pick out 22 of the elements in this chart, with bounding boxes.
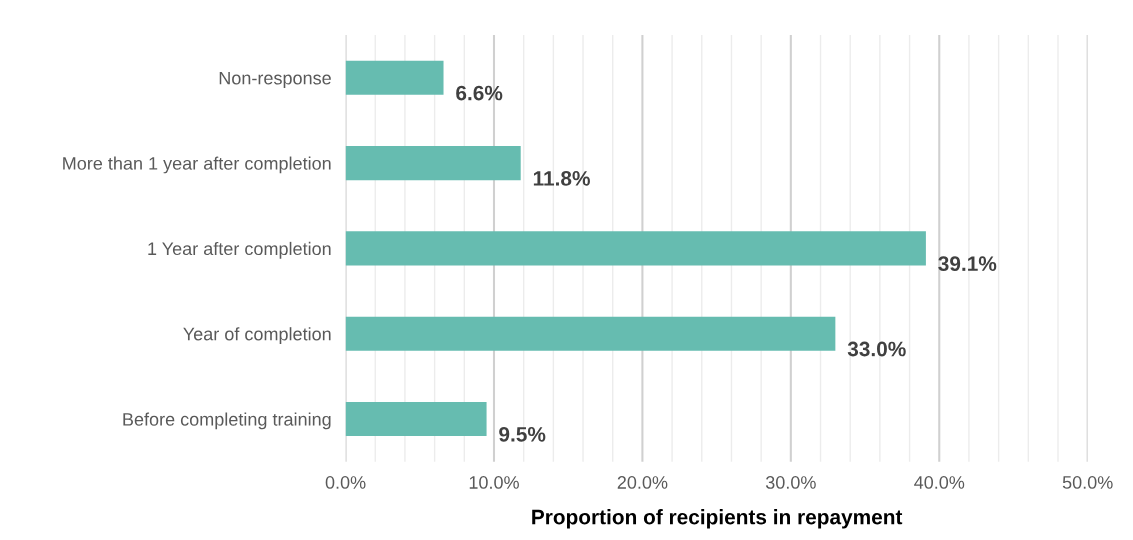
y-tick-label: Before completing training [123,412,331,430]
y-tick-label: Year of completion [183,327,331,345]
data-label: 39.1% [938,256,997,272]
bar [345,316,836,351]
bar [345,60,444,95]
x-tick-label: 10.0% [469,476,519,489]
x-axis-title: Proportion of recipients in repayment [532,509,903,529]
x-tick-label: 0.0% [325,476,366,489]
x-tick-label: 30.0% [765,476,816,489]
y-tick-label: Non-response [219,71,331,89]
x-tick-label: 50.0% [1062,476,1113,489]
x-tick-label: 20.0% [617,476,668,489]
bar [345,401,487,437]
bar [345,231,926,266]
data-label: 33.0% [847,341,906,357]
bar [345,146,521,181]
data-label: 11.8% [533,170,590,186]
data-label: 6.6% [456,85,503,101]
y-tick-label: More than 1 year after completion [63,156,331,174]
x-tick-label: 40.0% [914,476,965,489]
y-tick-label: 1 Year after completion [148,241,331,259]
data-label: 9.5% [499,426,546,442]
